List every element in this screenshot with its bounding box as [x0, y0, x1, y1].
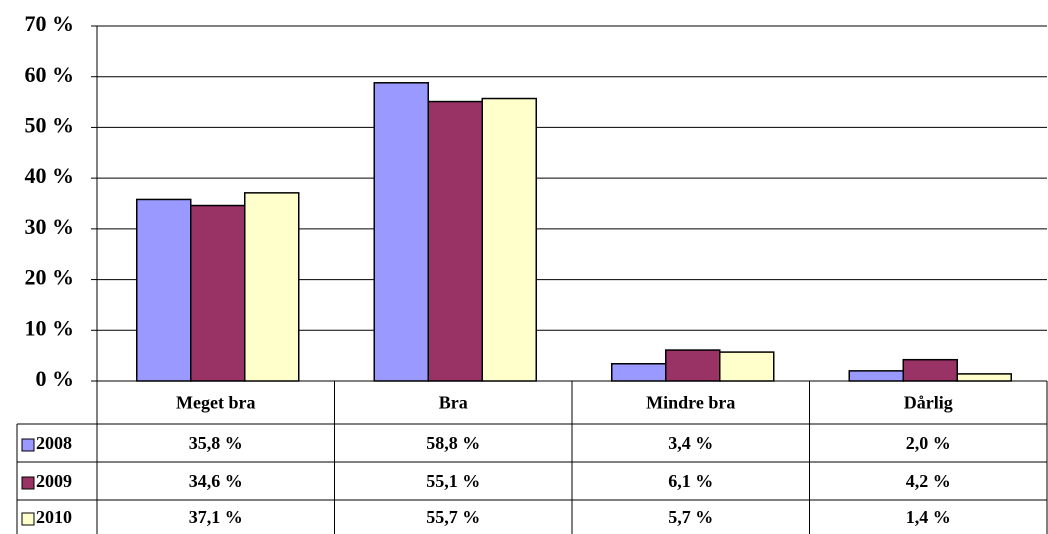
- legend-swatch: [21, 476, 35, 490]
- data-label: 2,0 %: [906, 433, 951, 453]
- bar: [902, 358, 958, 382]
- y-tick-label: 20 %: [25, 265, 75, 290]
- bar: [611, 363, 667, 382]
- bar: [848, 370, 904, 382]
- data-label: 34,6 %: [189, 471, 243, 491]
- data-label: 37,1 %: [189, 507, 243, 527]
- y-tick-label: 70 %: [25, 11, 75, 36]
- data-label: 1,4 %: [906, 507, 951, 527]
- bar: [956, 373, 1012, 382]
- x-tick-label: Dårlig: [904, 393, 953, 413]
- y-tick-label: 0 %: [36, 366, 75, 391]
- bar: [719, 351, 775, 382]
- bar: [373, 82, 429, 382]
- data-label: 35,8 %: [189, 433, 243, 453]
- y-tick-label: 50 %: [25, 112, 75, 137]
- data-label: 5,7 %: [668, 507, 713, 527]
- legend-swatch: [21, 512, 35, 526]
- bar: [665, 349, 721, 382]
- bar: [244, 192, 300, 382]
- y-tick-label: 30 %: [25, 214, 75, 239]
- y-tick-label: 10 %: [25, 315, 75, 340]
- legend-label: 2010: [36, 507, 72, 527]
- x-tick-label: Mindre bra: [646, 393, 735, 413]
- y-tick-label: 40 %: [25, 163, 75, 188]
- bar: [427, 100, 483, 382]
- data-label: 6,1 %: [668, 471, 713, 491]
- data-label: 58,8 %: [426, 433, 480, 453]
- legend-label: 2008: [36, 433, 72, 453]
- x-tick-label: Bra: [439, 393, 468, 413]
- data-label: 55,7 %: [426, 507, 480, 527]
- bar: [136, 198, 192, 382]
- data-label: 4,2 %: [906, 471, 951, 491]
- data-label: 55,1 %: [426, 471, 480, 491]
- bar: [190, 204, 246, 382]
- legend-swatch: [21, 438, 35, 452]
- x-tick-label: Meget bra: [176, 393, 255, 413]
- bar: [481, 97, 537, 382]
- y-tick-label: 60 %: [25, 62, 75, 87]
- data-label: 3,4 %: [668, 433, 713, 453]
- legend-label: 2009: [36, 471, 72, 491]
